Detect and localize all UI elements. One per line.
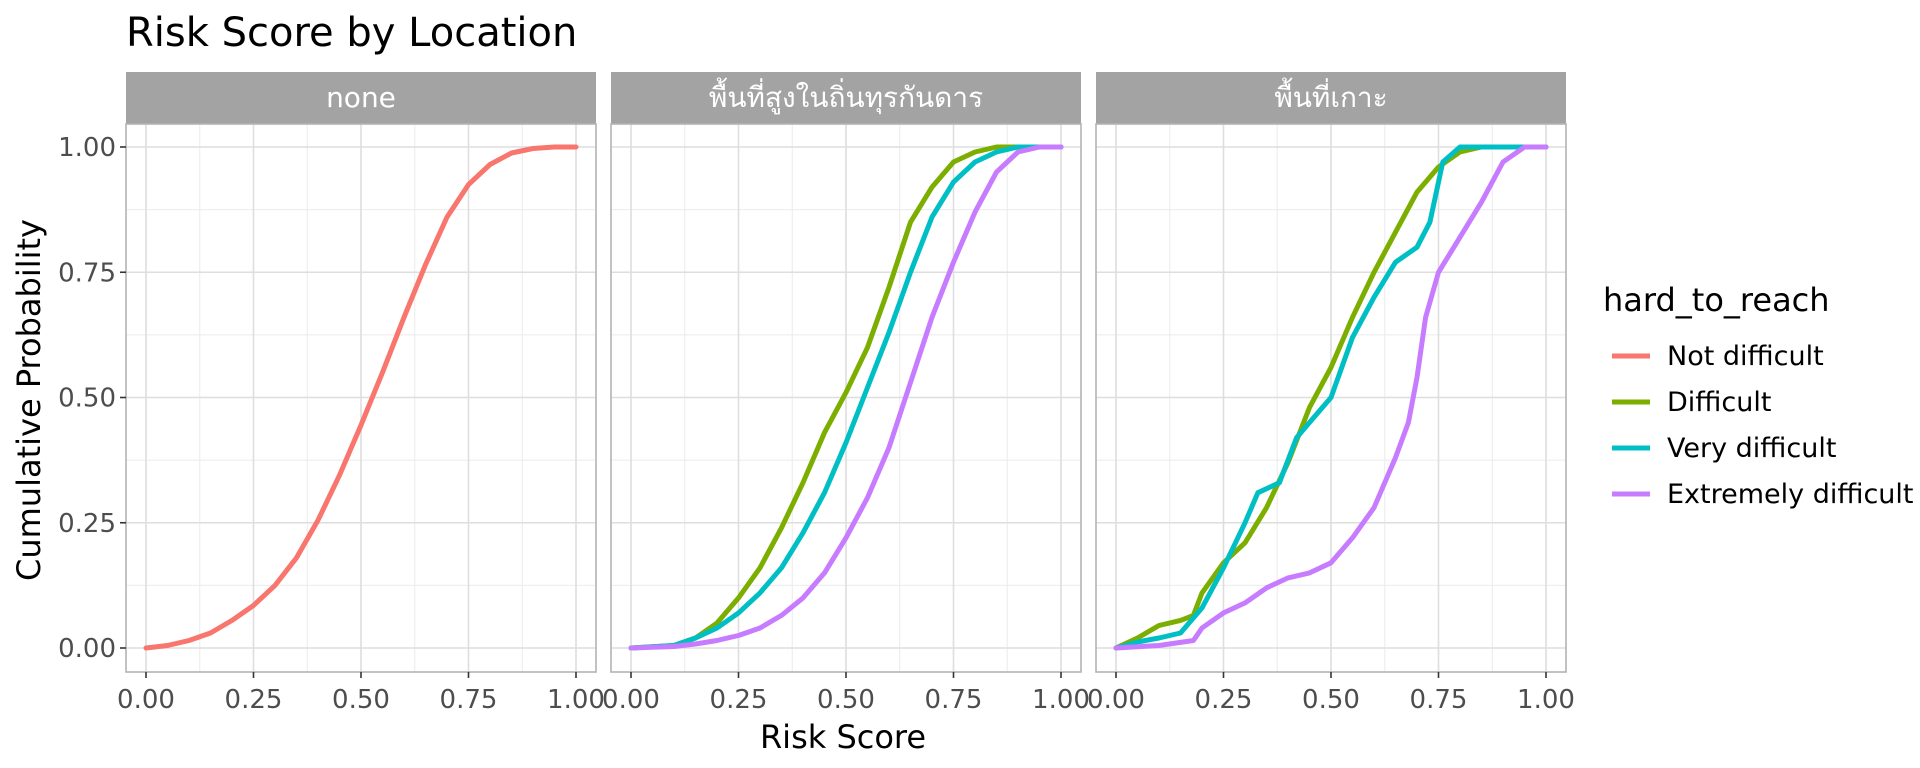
series-line-extremely-difficult [1113, 144, 1549, 651]
facet-strip [611, 72, 1081, 124]
x-axis-label: Risk Score [760, 718, 926, 756]
x-tick-label: 0.00 [602, 685, 660, 715]
facet-panel-2: พื้นที่สูงในถิ่นทุรกันดาร 0.00 0.25 0.50 0.7… [602, 72, 1090, 715]
chart-title: Risk Score by Location [126, 10, 577, 56]
x-tick-label: 0.25 [1195, 685, 1253, 715]
y-axis-label: Cumulative Probability [10, 219, 48, 581]
x-tick-label: 0.75 [1410, 685, 1468, 715]
x-tick-label: 0.75 [925, 685, 983, 715]
facet-strip-label: พื้นที่สูงในถิ่นทุรกันดาร [709, 77, 983, 115]
x-tick-label: 0.50 [817, 685, 875, 715]
x-tick-label: 0.75 [440, 685, 498, 715]
facet-panel-1: none 0.00 0.25 0.50 0.75 1.00 0.00 0.25 0.50 0.75… [58, 72, 605, 715]
x-tick-label: 0.50 [332, 685, 390, 715]
series-line-extremely-difficult [628, 144, 1064, 651]
legend: hard_to_reach Not difficult Difficult Very… [1603, 281, 1914, 510]
x-tick-label: 0.50 [1302, 685, 1360, 715]
facet-strip [126, 72, 596, 124]
series-line-very-difficult [628, 144, 1064, 651]
series-line-difficult [1113, 144, 1549, 651]
facet-strip-label: none [326, 81, 396, 114]
x-tick-label: 0.00 [117, 685, 175, 715]
legend-title: hard_to_reach [1603, 281, 1830, 319]
x-tick-label: 1.00 [1032, 685, 1090, 715]
y-tick-label: 1.00 [58, 133, 116, 163]
facet-strip-label: พื้นที่เกาะ [1274, 77, 1387, 114]
series-line-very-difficult [1113, 144, 1549, 651]
facet-strip [1096, 72, 1566, 124]
series-line-difficult [628, 144, 1064, 651]
y-tick-label: 0.25 [58, 509, 116, 539]
y-tick-label: 0.00 [58, 634, 116, 664]
series-line-not-difficult [143, 144, 579, 651]
legend-label: Not difficult [1667, 341, 1824, 372]
legend-label: Very difficult [1667, 433, 1836, 464]
y-tick-label: 0.50 [58, 384, 116, 414]
x-tick-label: 1.00 [1517, 685, 1575, 715]
legend-label: Difficult [1667, 387, 1771, 418]
x-tick-label: 0.25 [225, 685, 283, 715]
y-tick-label: 0.75 [58, 258, 116, 288]
x-tick-label: 0.25 [710, 685, 768, 715]
legend-label: Extremely difficult [1667, 479, 1914, 510]
x-tick-label: 1.00 [547, 685, 605, 715]
facet-panel-3: พื้นที่เกาะ 0.00 0.25 0.50 0.75 1.00 [1087, 72, 1575, 715]
x-tick-label: 0.00 [1087, 685, 1145, 715]
